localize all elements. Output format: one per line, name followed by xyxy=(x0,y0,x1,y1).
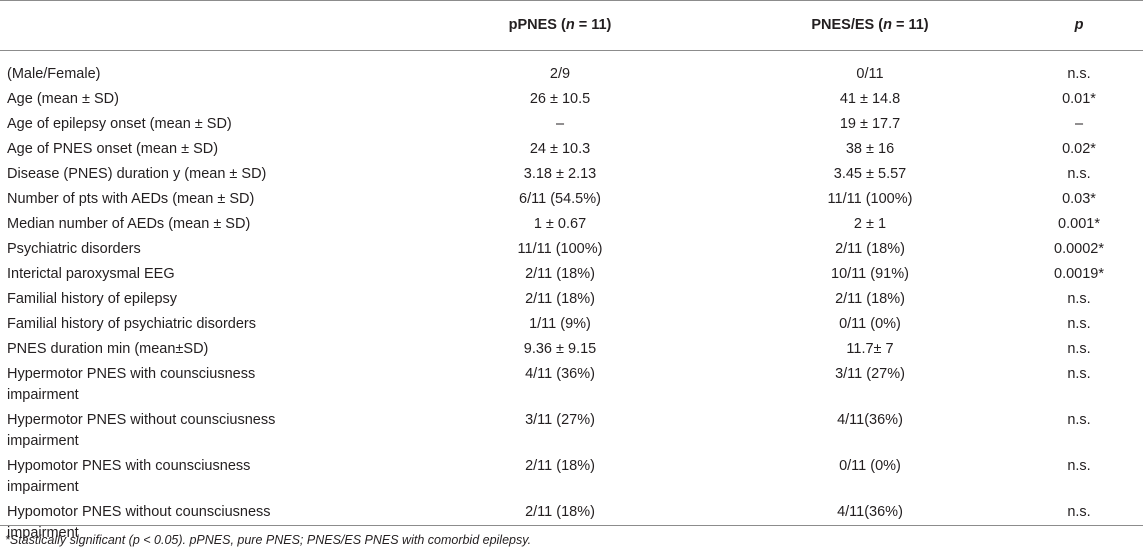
cell-p-value: 0.03* xyxy=(1062,191,1096,207)
cell-ppnes: 1 ± 0.67 xyxy=(533,216,587,232)
table-row: Hypomotor PNES without counsciusness imp… xyxy=(0,500,1143,546)
cell-pnes-es: 4/11(36%) xyxy=(837,412,903,428)
row-label: Median number of AEDs (mean ± SD) xyxy=(7,216,251,232)
row-label: Hypermotor PNES without counsciusness im… xyxy=(7,412,276,449)
cell-ppnes: 6/11 (54.5%) xyxy=(519,191,601,207)
cell-p-value: n.s. xyxy=(1067,366,1091,382)
cell-p-value: n.s. xyxy=(1067,166,1091,182)
cell-p-value: 0.001* xyxy=(1058,216,1100,232)
row-label: Age of PNES onset (mean ± SD) xyxy=(7,141,219,157)
header-rule xyxy=(0,50,1143,51)
cell-pnes-es: 2/11 (18%) xyxy=(835,241,905,257)
cell-ppnes: 9.36 ± 9.15 xyxy=(523,341,597,357)
row-label: PNES duration min (mean±SD) xyxy=(7,341,209,357)
cell-pnes-es: 2/11 (18%) xyxy=(835,291,905,307)
cell-ppnes: 2/11 (18%) xyxy=(525,504,595,520)
row-label: Hypomotor PNES with counsciusness impair… xyxy=(7,458,251,495)
cell-pnes-es: 0/11 (0%) xyxy=(839,458,901,474)
cell-pnes-es: 41 ± 14.8 xyxy=(839,91,901,107)
cell-p-value: n.s. xyxy=(1067,458,1091,474)
cell-p-value: n.s. xyxy=(1067,316,1091,332)
cell-pnes-es: 0/11 xyxy=(856,66,884,82)
header-p-value: p xyxy=(1074,16,1084,33)
table-row: Familial history of psychiatric disorder… xyxy=(0,312,1143,337)
row-label: Familial history of epilepsy xyxy=(7,291,178,307)
table-body: (Male/Female) 2/9 0/11 n.s. Age (mean ± SD) 2… xyxy=(0,56,1143,546)
cell-ppnes: 4/11 (36%) xyxy=(525,366,595,382)
table-row: Hypermotor PNES without counsciusness im… xyxy=(0,408,1143,454)
table-row: Hypermotor PNES with counsciusness impai… xyxy=(0,362,1143,408)
cell-p-value: 0.02* xyxy=(1062,141,1096,157)
row-label: Age of epilepsy onset (mean ± SD) xyxy=(7,116,232,132)
table-row: (Male/Female) 2/9 0/11 n.s. xyxy=(0,56,1143,87)
cell-ppnes: 2/11 (18%) xyxy=(525,291,595,307)
cell-pnes-es: 19 ± 17.7 xyxy=(839,116,901,132)
table-row: Age of PNES onset (mean ± SD) 24 ± 10.3 38… xyxy=(0,137,1143,162)
cell-ppnes: 2/11 (18%) xyxy=(525,458,595,474)
header-ppnes: pPNES (n = 11) xyxy=(508,16,612,33)
row-label: Interictal paroxysmal EEG xyxy=(7,266,175,282)
cell-ppnes: 3.18 ± 2.13 xyxy=(523,166,597,182)
row-label: Hypomotor PNES without counsciusness imp… xyxy=(7,504,271,541)
cell-ppnes: 2/11 (18%) xyxy=(525,266,595,282)
cell-pnes-es: 38 ± 16 xyxy=(845,141,895,157)
header-pnes-es: PNES/ES (n = 11) xyxy=(811,16,929,33)
header-variable xyxy=(0,0,395,56)
table-row: Hypomotor PNES with counsciusness impair… xyxy=(0,454,1143,500)
cell-pnes-es: 4/11(36%) xyxy=(837,504,903,520)
cell-p-value: n.s. xyxy=(1067,66,1091,82)
bottom-rule xyxy=(0,525,1143,526)
table-footnote: *Stastically significant (p < 0.05). pPN… xyxy=(5,533,532,547)
row-label: Psychiatric disorders xyxy=(7,241,141,257)
table-row: Interictal paroxysmal EEG 2/11 (18%) 10/11… xyxy=(0,262,1143,287)
table-row: Age (mean ± SD) 26 ± 10.5 41 ± 14.8 0.01* xyxy=(0,87,1143,112)
cell-ppnes: 26 ± 10.5 xyxy=(529,91,591,107)
cell-p-value: 0.01* xyxy=(1062,91,1096,107)
cell-ppnes: 3/11 (27%) xyxy=(525,412,595,428)
cell-pnes-es: 3/11 (27%) xyxy=(835,366,905,382)
cell-pnes-es: 11.7± 7 xyxy=(846,341,894,357)
cell-p-value: n.s. xyxy=(1067,412,1091,428)
cell-ppnes: 24 ± 10.3 xyxy=(529,141,591,157)
cell-p-value: 0.0019* xyxy=(1054,266,1104,282)
row-label: Hypermotor PNES with counsciusness impai… xyxy=(7,366,256,403)
table-row: Number of pts with AEDs (mean ± SD) 6/11 … xyxy=(0,187,1143,212)
cell-ppnes: 1/11 (9%) xyxy=(529,316,591,332)
cell-pnes-es: 2 ± 1 xyxy=(853,216,887,232)
table-row: Age of epilepsy onset (mean ± SD) – 19 ± 1… xyxy=(0,112,1143,137)
table-row: Psychiatric disorders 11/11 (100%) 2/11 (1… xyxy=(0,237,1143,262)
cell-p-value: n.s. xyxy=(1067,504,1091,520)
cell-p-value: – xyxy=(1074,116,1084,132)
top-rule xyxy=(0,0,1143,1)
table-row: Disease (PNES) duration y (mean ± SD) 3.1… xyxy=(0,162,1143,187)
cell-ppnes: 2/9 xyxy=(549,66,571,82)
row-label: Number of pts with AEDs (mean ± SD) xyxy=(7,191,255,207)
table-row: Familial history of epilepsy 2/11 (18%) 2/… xyxy=(0,287,1143,312)
cell-p-value: 0.0002* xyxy=(1054,241,1104,257)
row-label: Disease (PNES) duration y (mean ± SD) xyxy=(7,166,267,182)
row-label: (Male/Female) xyxy=(7,66,101,82)
cell-pnes-es: 10/11 (91%) xyxy=(831,266,909,282)
header-row: pPNES (n = 11) PNES/ES (n = 11) p xyxy=(0,0,1143,56)
cell-p-value: n.s. xyxy=(1067,341,1091,357)
cell-pnes-es: 0/11 (0%) xyxy=(839,316,901,332)
table-row: Median number of AEDs (mean ± SD) 1 ± 0.6… xyxy=(0,212,1143,237)
row-label: Familial history of psychiatric disorder… xyxy=(7,316,256,332)
cell-pnes-es: 11/11 (100%) xyxy=(827,191,913,207)
table-header: pPNES (n = 11) PNES/ES (n = 11) p xyxy=(0,0,1143,56)
row-label: Age (mean ± SD) xyxy=(7,91,119,107)
cell-ppnes: – xyxy=(555,116,565,132)
cell-ppnes: 11/11 (100%) xyxy=(517,241,603,257)
cell-p-value: n.s. xyxy=(1067,291,1091,307)
table-row: PNES duration min (mean±SD) 9.36 ± 9.15 11… xyxy=(0,337,1143,362)
cell-pnes-es: 3.45 ± 5.57 xyxy=(833,166,907,182)
